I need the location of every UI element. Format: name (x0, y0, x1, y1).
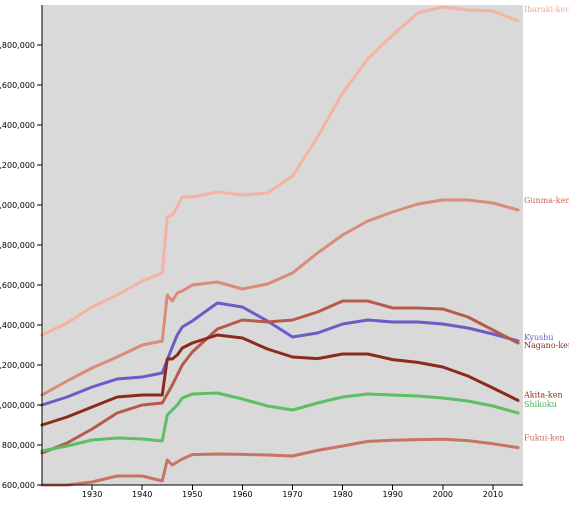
series-line-fukui-ken (40, 437, 520, 487)
y-tick-label: 1,800,000 (0, 241, 35, 250)
x-tick-label: 1930 (82, 490, 102, 499)
axes: 600,000 800,000 1,000,000 1,200,000 1,400,00… (0, 5, 523, 499)
y-tick-label: 800,000 (2, 441, 35, 450)
y-tick-label: 2,000,000 (0, 201, 35, 210)
y-tick-label: 1,200,000 (0, 361, 35, 370)
y-tick-label: 1,400,000 (0, 321, 35, 330)
y-tick-label: 2,200,000 (0, 161, 35, 170)
x-tick-label: 1940 (132, 490, 152, 499)
series-label-ibaraki-ken: Ibaraki-ken (524, 5, 569, 14)
x-tick-label: 1990 (383, 490, 403, 499)
y-tick-label: 1,600,000 (0, 281, 35, 290)
x-tick-label: 1970 (282, 490, 302, 499)
series-line-gunma-ken (40, 198, 520, 397)
x-tick-label: 1980 (332, 490, 352, 499)
plot-background (42, 5, 523, 485)
y-tick-label: 1,000,000 (0, 401, 35, 410)
series-layer (40, 5, 520, 487)
y-tick-label: 2,600,000 (0, 81, 35, 90)
series-line-shikoku (40, 391, 520, 453)
y-tick-label: 600,000 (2, 481, 35, 490)
series-label-gunma-ken: Gunma-ken (524, 196, 569, 205)
x-tick-label: 1960 (232, 490, 252, 499)
series-label-shikoku: Shikoku (524, 400, 557, 409)
series-line-akita-ken (40, 333, 520, 427)
y-tick-label: 2,800,000 (0, 41, 35, 50)
x-tick-label: 2010 (483, 490, 503, 499)
series-line-nagano-ken (40, 299, 520, 455)
y-tick-label: 2,400,000 (0, 121, 35, 130)
series-label-nagano-ken: Nagano-ken (524, 341, 569, 350)
series-label-fukui-ken: Fukui-ken (524, 434, 565, 443)
series-line-ibaraki-ken (40, 5, 520, 337)
series-line-kyushu (40, 301, 520, 407)
series-label-akita-ken: Akita-ken (523, 390, 563, 399)
x-tick-label: 1950 (182, 490, 202, 499)
x-tick-label: 2000 (433, 490, 453, 499)
series-label-kyushu: Kyushu (524, 333, 554, 342)
